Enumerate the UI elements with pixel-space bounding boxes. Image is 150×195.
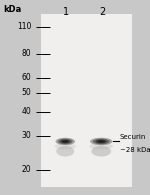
Text: kDa: kDa xyxy=(3,5,21,14)
Text: 80: 80 xyxy=(22,49,32,58)
Text: 50: 50 xyxy=(22,88,32,98)
Text: 20: 20 xyxy=(22,165,32,174)
Ellipse shape xyxy=(90,138,112,145)
Ellipse shape xyxy=(98,140,105,143)
Text: 1: 1 xyxy=(63,7,69,17)
Ellipse shape xyxy=(56,146,74,157)
Text: ~28 kDa: ~28 kDa xyxy=(120,147,150,153)
Ellipse shape xyxy=(56,138,75,145)
Ellipse shape xyxy=(89,143,113,150)
Ellipse shape xyxy=(62,140,68,143)
Ellipse shape xyxy=(93,139,110,144)
Text: 2: 2 xyxy=(99,7,105,17)
Text: 110: 110 xyxy=(17,22,32,31)
Ellipse shape xyxy=(54,143,76,150)
Ellipse shape xyxy=(91,146,111,157)
Ellipse shape xyxy=(58,139,73,144)
Ellipse shape xyxy=(96,140,107,143)
FancyBboxPatch shape xyxy=(40,14,132,187)
Text: 60: 60 xyxy=(22,73,32,82)
Text: Securin: Securin xyxy=(120,134,146,140)
Text: 40: 40 xyxy=(22,107,32,116)
Text: 30: 30 xyxy=(22,131,32,140)
Ellipse shape xyxy=(60,140,70,143)
